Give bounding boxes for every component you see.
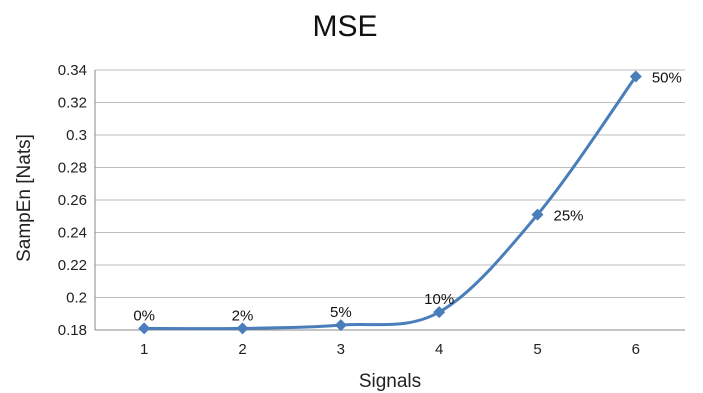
- data-label: 5%: [330, 304, 352, 321]
- y-tick-label: 0.28: [58, 160, 87, 177]
- data-point: [531, 208, 544, 221]
- x-tick-labels: 1 2 3 4 5 6: [140, 341, 640, 358]
- data-label: 25%: [554, 208, 584, 225]
- data-point: [334, 319, 347, 332]
- data-point: [629, 70, 642, 83]
- y-tick-labels: 0.18 0.2 0.22 0.24 0.26 0.28 0.3 0.32 0.34: [58, 62, 87, 339]
- y-tick-label: 0.18: [58, 322, 87, 339]
- data-label: 0%: [133, 307, 155, 324]
- y-tick-label: 0.32: [58, 95, 87, 112]
- x-tick-label: 2: [238, 341, 246, 358]
- x-tick-label: 3: [337, 341, 345, 358]
- y-tick-label: 0.24: [58, 225, 87, 242]
- y-tick-label: 0.34: [58, 62, 87, 79]
- y-tick-label: 0.2: [66, 290, 87, 307]
- y-tick-label: 0.26: [58, 192, 87, 209]
- chart-title: MSE: [312, 10, 377, 43]
- gridlines: [95, 69, 685, 298]
- x-axis-label: Signals: [359, 371, 421, 392]
- x-tick-label: 4: [435, 341, 443, 358]
- x-tick-label: 1: [140, 341, 148, 358]
- data-labels: 0% 2% 5% 10% 25% 50%: [133, 70, 682, 325]
- x-tick-label: 6: [632, 341, 640, 358]
- series-markers: [138, 70, 642, 335]
- data-point: [236, 322, 249, 335]
- y-tick-label: 0.3: [66, 127, 87, 144]
- x-tick-label: 5: [533, 341, 541, 358]
- data-label: 10%: [424, 291, 454, 308]
- y-axis-label: SampEn [Nats]: [14, 134, 35, 262]
- y-tick-label: 0.22: [58, 257, 87, 274]
- series-line: [144, 75, 638, 331]
- data-label: 50%: [652, 70, 682, 87]
- data-label: 2%: [232, 307, 254, 324]
- data-point: [433, 306, 446, 319]
- data-point: [138, 322, 151, 335]
